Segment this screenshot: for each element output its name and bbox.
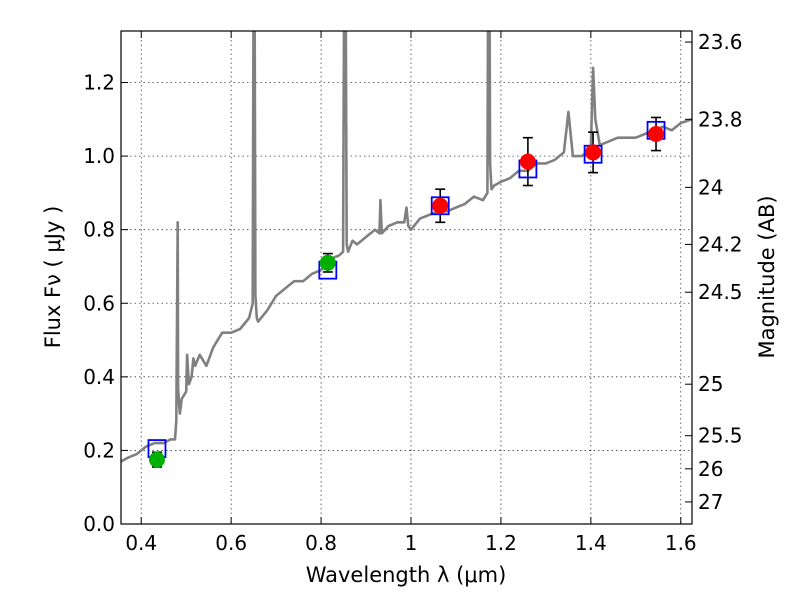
x-axis-label: Wavelength λ (μm) xyxy=(306,563,507,587)
y-tick-label: 1.0 xyxy=(83,144,115,168)
y2-tick-label: 27 xyxy=(698,490,723,514)
axis-ticks: 0.4 0.6 0.8 1 1.2 1.4 1.6 0.0 0.2 0.4 0.6 0.8 1.0 1.2… xyxy=(83,30,742,555)
y-tick-label: 0.2 xyxy=(83,438,115,462)
y-tick-label: 0.0 xyxy=(83,512,115,536)
red-data-point xyxy=(585,144,602,161)
spectrum-line xyxy=(121,31,692,463)
grid-lines xyxy=(121,31,692,525)
y2-tick-label: 26 xyxy=(698,457,723,481)
y-tick-label: 0.8 xyxy=(83,218,115,242)
x-tick-label: 1.4 xyxy=(575,531,607,555)
y2-tick-label: 23.8 xyxy=(698,107,743,131)
red-data-point xyxy=(648,126,665,143)
observed-points xyxy=(148,126,665,468)
x-tick-label: 1 xyxy=(405,531,418,555)
y2-axis-label: Magnitude (AB) xyxy=(755,195,779,358)
y2-tick-label: 23.6 xyxy=(698,30,743,54)
x-tick-label: 0.8 xyxy=(305,531,337,555)
x-tick-label: 0.4 xyxy=(125,531,157,555)
y-axis-label: Flux Fν ( μJy ) xyxy=(41,206,65,349)
red-data-point xyxy=(432,197,449,214)
red-data-point xyxy=(519,153,536,170)
y2-tick-label: 24 xyxy=(698,175,723,199)
x-tick-label: 0.6 xyxy=(215,531,247,555)
y2-tick-label: 25 xyxy=(698,372,723,396)
y2-tick-label: 25.5 xyxy=(698,424,743,448)
y-tick-label: 1.2 xyxy=(83,71,115,95)
green-data-point xyxy=(148,451,165,468)
x-tick-label: 1.6 xyxy=(665,531,697,555)
y-tick-label: 0.4 xyxy=(83,365,115,389)
model-photometry-square xyxy=(430,196,450,216)
green-data-point xyxy=(319,254,336,271)
y2-tick-label: 24.5 xyxy=(698,280,743,304)
y2-tick-label: 24.2 xyxy=(698,232,743,256)
plot-frame xyxy=(120,30,693,525)
x-tick-label: 1.2 xyxy=(485,531,517,555)
y-tick-label: 0.6 xyxy=(83,291,115,315)
plot-area xyxy=(121,31,692,468)
